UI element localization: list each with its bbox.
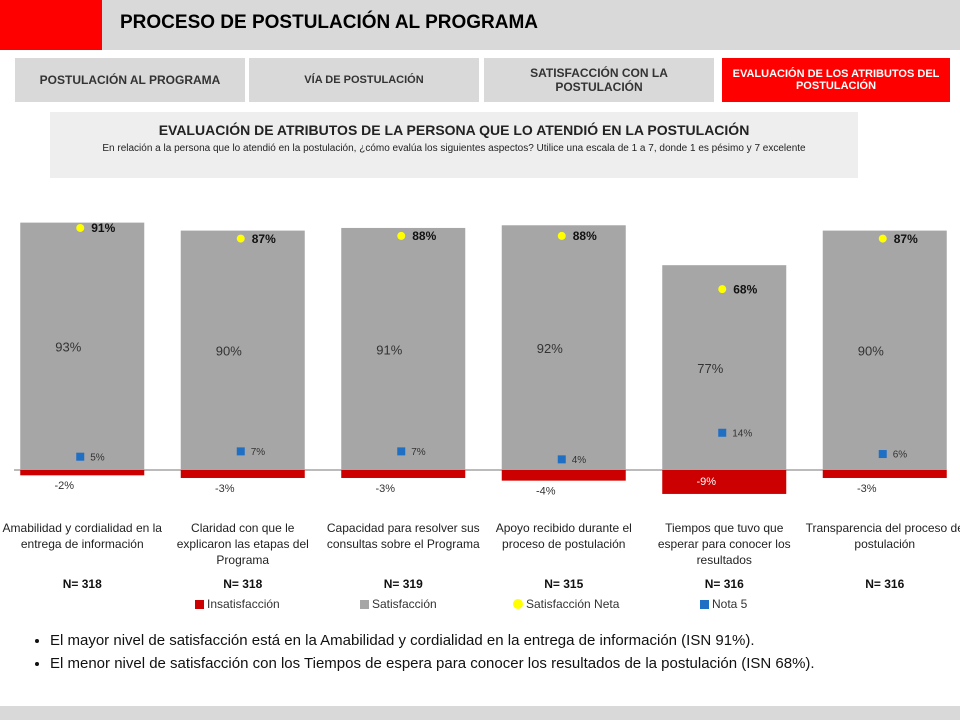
x-tick-label: Claridad con que le explicaron las etapa… [176, 521, 309, 567]
bar-dissatisfaction [341, 470, 466, 478]
footer-bar [0, 706, 960, 720]
nota5-marker [557, 455, 566, 464]
tab[interactable]: VÍA DE POSTULACIÓN [249, 58, 479, 102]
value-label: 4% [572, 455, 587, 466]
value-label: 14% [732, 428, 752, 439]
legend-label: Satisfacción [372, 597, 437, 611]
value-label: -4% [536, 486, 556, 498]
x-tick-label: Apoyo recibido durante el proceso de pos… [495, 521, 632, 551]
nota5-marker [718, 428, 727, 437]
net-satisfaction-dot [557, 231, 566, 240]
nota5-marker [236, 447, 245, 456]
bar-satisfaction [822, 230, 947, 470]
bullets: El mayor nivel de satisfacción está en l… [30, 632, 960, 678]
legend-swatch [700, 599, 709, 609]
tab[interactable]: SATISFACCIÓN CON LA POSTULACIÓN [484, 58, 714, 102]
bar-satisfaction [20, 222, 145, 470]
bullet: El menor nivel de satisfacción con los T… [50, 655, 960, 672]
chart-subtitle: En relación a la persona que lo atendió … [102, 143, 806, 154]
bar-dissatisfaction [662, 470, 787, 494]
bar-dissatisfaction [180, 470, 305, 478]
value-label: -9% [696, 476, 716, 488]
bullet: El mayor nivel de satisfacción está en l… [50, 632, 960, 649]
value-label: -3% [375, 483, 395, 495]
x-tick-label: Capacidad para resolver sus consultas so… [326, 521, 480, 551]
x-tick-label: Amabilidad y cordialidad en la entrega d… [2, 521, 162, 551]
chart-title: EVALUACIÓN DE ATRIBUTOS DE LA PERSONA QU… [158, 122, 750, 138]
sample-size: N= 315 [544, 577, 584, 591]
value-label: -3% [215, 483, 235, 495]
bar-satisfaction [180, 230, 305, 470]
header-title: PROCESO DE POSTULACIÓN AL PROGRAMA [120, 12, 539, 33]
legend-swatch [513, 599, 523, 609]
sample-size: N= 316 [865, 577, 905, 591]
header-accent [0, 0, 102, 50]
value-label: 88% [573, 229, 597, 243]
value-label: 93% [55, 340, 81, 355]
nota5-marker [397, 447, 406, 456]
legend-label: Nota 5 [712, 597, 748, 611]
net-satisfaction-dot [718, 285, 727, 294]
tab-active[interactable]: EVALUACIÓN DE LOS ATRIBUTOS DEL POSTULAC… [722, 58, 950, 102]
value-label: 5% [90, 452, 105, 463]
nota5-marker [76, 452, 85, 461]
value-label: 87% [894, 232, 918, 246]
x-tick-label: Transparencia del proceso de postulación [805, 521, 960, 551]
legend-item: Satisfacción Neta [513, 597, 619, 611]
value-label: 88% [412, 229, 436, 243]
legend-swatch [195, 599, 204, 609]
net-satisfaction-dot [236, 234, 245, 243]
bar-dissatisfaction [822, 470, 947, 478]
legend-label: Satisfacción Neta [526, 597, 620, 611]
value-label: 90% [858, 344, 884, 359]
tab[interactable]: POSTULACIÓN AL PROGRAMA [15, 58, 245, 102]
legend-item: Insatisfacción [195, 597, 280, 611]
sample-size: N= 318 [223, 577, 263, 591]
value-label: 7% [411, 447, 426, 458]
value-label: -3% [857, 483, 877, 495]
value-label: 87% [252, 232, 276, 246]
net-satisfaction-dot [76, 223, 85, 232]
value-label: -2% [54, 480, 74, 492]
legend-item: Satisfacción [360, 597, 437, 611]
bar-dissatisfaction [501, 470, 626, 481]
bar-satisfaction [662, 265, 787, 470]
value-label: 91% [91, 221, 115, 235]
x-tick-label: Tiempos que tuvo que esperar para conoce… [657, 521, 791, 567]
chart-heading: EVALUACIÓN DE ATRIBUTOS DE LA PERSONA QU… [50, 112, 858, 178]
bar-dissatisfaction [20, 470, 145, 476]
header-bar [0, 0, 960, 50]
legend-label: Insatisfacción [207, 597, 280, 611]
net-satisfaction-dot [397, 231, 406, 240]
value-label: 92% [537, 341, 563, 356]
sample-size: N= 318 [62, 577, 102, 591]
value-label: 77% [697, 361, 723, 376]
sample-size: N= 316 [704, 577, 744, 591]
value-label: 6% [893, 450, 908, 461]
net-satisfaction-dot [878, 234, 887, 243]
nota5-marker [878, 450, 887, 459]
bar-satisfaction [341, 227, 466, 470]
bar-satisfaction [501, 225, 626, 470]
legend-swatch [360, 599, 369, 609]
value-label: 7% [251, 447, 266, 458]
value-label: 90% [216, 344, 242, 359]
legend-item: Nota 5 [700, 597, 747, 611]
sample-size: N= 319 [383, 577, 423, 591]
value-label: 91% [376, 342, 402, 357]
value-label: 68% [733, 282, 757, 296]
